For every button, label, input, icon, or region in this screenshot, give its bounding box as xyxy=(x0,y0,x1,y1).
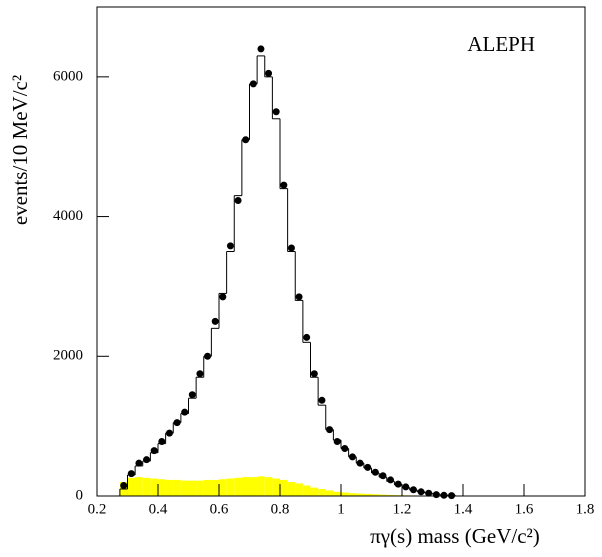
background-bar xyxy=(165,479,174,496)
data-point xyxy=(181,408,189,416)
x-tick-label: 0.2 xyxy=(88,501,107,517)
data-point xyxy=(341,444,349,452)
data-point xyxy=(371,468,379,476)
background-bar xyxy=(318,489,326,496)
background-bar xyxy=(188,480,197,496)
data-point xyxy=(173,419,181,427)
background-bar xyxy=(363,493,372,496)
background-bar xyxy=(219,479,227,496)
data-point xyxy=(219,293,227,301)
background-bar xyxy=(302,485,311,496)
background-bar xyxy=(142,477,151,496)
background-bar xyxy=(386,494,395,496)
background-bar xyxy=(211,479,219,496)
background-bar xyxy=(257,476,265,496)
data-point xyxy=(234,197,242,205)
data-point xyxy=(226,242,234,250)
background-bar xyxy=(241,477,250,496)
x-tick-label: 1.2 xyxy=(393,501,412,517)
data-point xyxy=(120,482,128,490)
data-point xyxy=(188,391,196,399)
data-point xyxy=(402,483,410,491)
data-point xyxy=(135,459,143,467)
background-bar xyxy=(127,477,136,496)
background-bar xyxy=(196,480,204,496)
y-axis-label: events/10 MeV/c² xyxy=(8,75,32,225)
y-tick-label: 0 xyxy=(76,487,84,503)
x-axis-label: πγ(s) mass (GeV/c²) xyxy=(370,524,540,548)
data-point xyxy=(310,370,318,378)
data-point xyxy=(303,333,311,341)
background-bar xyxy=(379,494,387,496)
background-bar xyxy=(180,480,189,496)
data-point xyxy=(333,438,341,446)
data-point xyxy=(295,293,303,301)
data-point xyxy=(379,472,387,480)
data-point xyxy=(394,480,402,488)
background-bar xyxy=(341,492,349,496)
plot-frame xyxy=(96,6,586,497)
x-tick-label: 1.6 xyxy=(515,501,534,517)
data-point xyxy=(287,244,295,252)
background-bar xyxy=(203,479,212,496)
data-point xyxy=(280,181,288,189)
data-point xyxy=(204,352,212,360)
data-point xyxy=(272,108,280,116)
data-point xyxy=(127,470,135,478)
data-point xyxy=(356,459,364,467)
x-tick-label: 0.4 xyxy=(149,501,168,517)
data-point xyxy=(318,396,326,404)
background-bar xyxy=(287,482,296,496)
x-tick-label: 1.8 xyxy=(576,501,595,517)
data-point xyxy=(326,426,334,434)
background-bar xyxy=(234,477,242,496)
background-bar xyxy=(264,477,273,496)
background-bar xyxy=(226,478,235,496)
data-point xyxy=(432,491,440,499)
y-tick-label: 2000 xyxy=(53,348,83,364)
y-tick-label: 4000 xyxy=(53,208,83,224)
x-tick-label: 0.8 xyxy=(271,501,290,517)
data-point xyxy=(211,317,219,325)
data-point xyxy=(257,45,265,53)
data-point xyxy=(425,489,433,497)
data-point xyxy=(265,69,273,77)
background-bar xyxy=(348,493,357,496)
x-tick-label: 0.6 xyxy=(210,501,229,517)
background-bar xyxy=(272,478,280,496)
background-bar xyxy=(158,479,166,496)
background-bar xyxy=(280,479,288,496)
data-point xyxy=(165,429,173,437)
data-point xyxy=(150,447,158,455)
data-point xyxy=(242,136,250,144)
background-bar xyxy=(135,477,143,496)
background-bar xyxy=(310,487,319,496)
background-bar xyxy=(325,490,334,496)
data-point xyxy=(143,456,151,464)
background-bar xyxy=(295,483,303,496)
data-point xyxy=(364,463,372,471)
data-point xyxy=(387,476,395,484)
data-point xyxy=(417,488,425,496)
data-point xyxy=(409,486,417,494)
data-point xyxy=(196,370,204,378)
data-point xyxy=(249,80,257,88)
background-bar xyxy=(356,493,364,496)
background-bar xyxy=(173,479,181,496)
background-bar xyxy=(333,491,341,496)
data-point xyxy=(348,453,356,461)
x-tick-label: 1.4 xyxy=(454,501,473,517)
data-point xyxy=(158,438,166,446)
background-bar xyxy=(249,477,258,496)
y-tick-label: 6000 xyxy=(53,68,83,84)
annotation: ALEPH xyxy=(467,32,535,56)
background-bar xyxy=(150,478,158,496)
background-bar xyxy=(371,494,380,496)
x-tick-label: 1 xyxy=(337,501,345,517)
data-point xyxy=(440,491,448,499)
